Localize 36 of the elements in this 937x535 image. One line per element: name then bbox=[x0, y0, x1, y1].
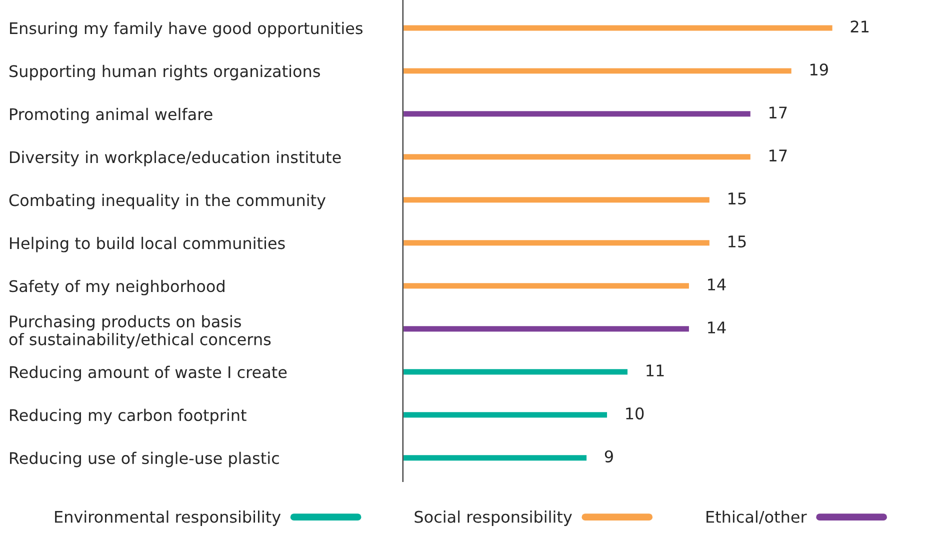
bar bbox=[402, 454, 588, 462]
y-tick-label: Promoting animal welfare bbox=[10, 108, 212, 124]
bar bbox=[402, 24, 834, 32]
data-label: 15 bbox=[728, 192, 746, 205]
bar bbox=[402, 238, 711, 248]
bar bbox=[402, 110, 752, 118]
data-label: 19 bbox=[810, 63, 828, 76]
y-tick-label: Reducing use of single-use plastic bbox=[10, 452, 279, 468]
data-label: 14 bbox=[708, 322, 726, 334]
bar bbox=[402, 196, 711, 204]
data-label: 14 bbox=[708, 278, 726, 290]
legend-label: Social responsibility bbox=[414, 510, 572, 526]
y-tick-label: Supporting human rights organizations bbox=[10, 64, 320, 80]
y-tick-label: Reducing amount of waste I create bbox=[10, 366, 287, 382]
bar bbox=[402, 368, 629, 376]
y-tick-label: Diversity in workplace/education institute bbox=[10, 150, 341, 166]
y-tick-label: Helping to build local communities bbox=[10, 236, 285, 252]
bar bbox=[402, 282, 690, 290]
data-label: 15 bbox=[728, 236, 746, 248]
y-tick-label: Safety of my neighborhood bbox=[10, 280, 224, 296]
y-tick-label: Ensuring my family have good opportunities bbox=[10, 22, 362, 38]
data-label: 17 bbox=[770, 150, 787, 162]
data-label: 10 bbox=[626, 407, 644, 420]
bar bbox=[402, 324, 690, 334]
data-label: 11 bbox=[646, 364, 664, 376]
y-tick-label: Purchasing products on basis of sustainability/ethical concerns bbox=[9, 315, 271, 348]
bar bbox=[402, 66, 793, 76]
data-label: 21 bbox=[850, 20, 869, 32]
bar bbox=[402, 410, 608, 419]
data-label: 17 bbox=[770, 106, 787, 118]
data-label: 9 bbox=[604, 450, 613, 462]
legend-label: Ethical/other bbox=[706, 510, 807, 524]
legend-label: Environmental responsibility bbox=[55, 510, 281, 526]
bar bbox=[402, 152, 752, 162]
y-tick-label: Combating inequality in the community bbox=[9, 194, 326, 210]
y-tick-label: Reducing my carbon footprint bbox=[10, 408, 246, 424]
